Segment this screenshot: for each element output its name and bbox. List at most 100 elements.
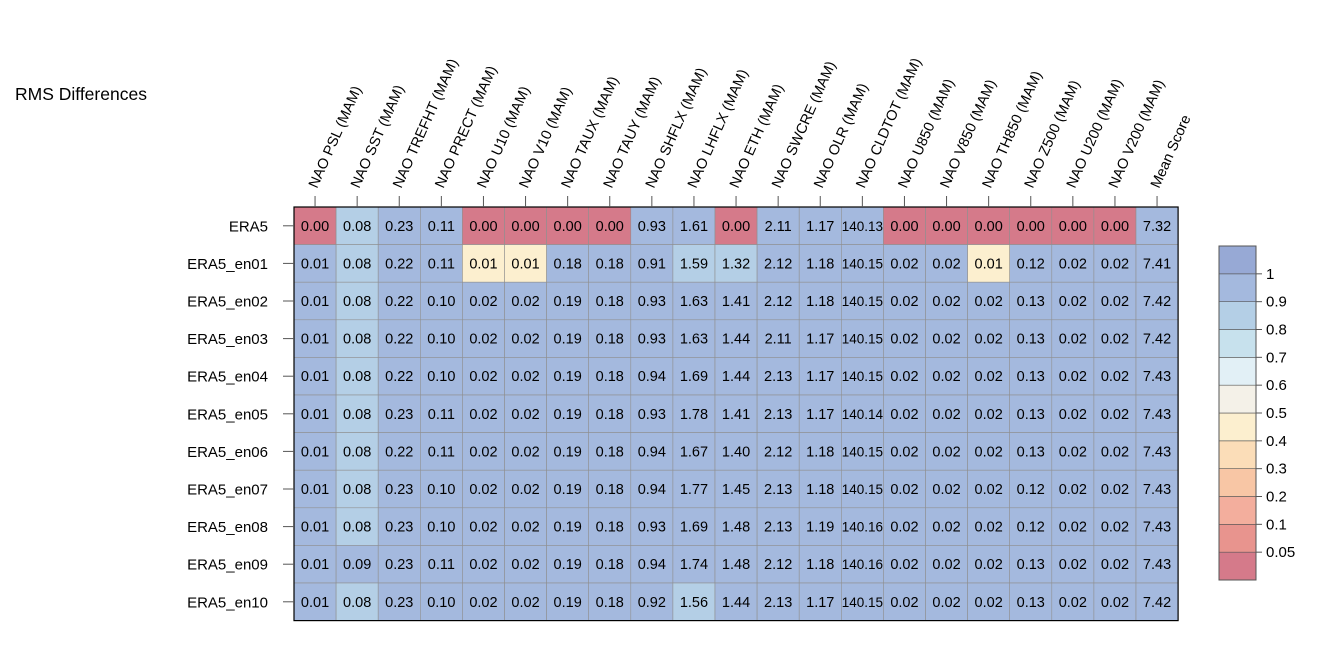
- cell-label: 0.02: [975, 520, 1003, 536]
- heatmap-cell: [630, 281, 674, 321]
- cell-label: 140.15: [842, 294, 883, 309]
- column-label: Mean Score: [1148, 113, 1194, 191]
- heatmap-cell: [419, 319, 463, 358]
- heatmap-cell: [335, 545, 379, 584]
- heatmap-cell: [588, 507, 632, 546]
- heatmap-cell: [546, 507, 589, 546]
- cell-label: 0.01: [301, 482, 329, 498]
- heatmap-cell: [714, 582, 758, 621]
- cell-label: 1.63: [680, 332, 708, 348]
- heatmap-cell: [756, 244, 800, 283]
- cell-label: 2.13: [764, 407, 792, 423]
- cell-label: 0.02: [1059, 482, 1087, 498]
- heatmap-cell: [756, 469, 800, 509]
- heatmap-cell: [1135, 469, 1179, 509]
- heatmap-cell: [840, 394, 884, 433]
- cell-label: 0.02: [1059, 332, 1087, 348]
- heatmap-cell: [1093, 394, 1137, 433]
- cell-label: 0.02: [890, 595, 918, 611]
- cell-label: 2.13: [764, 369, 792, 385]
- cell-label: 0.02: [932, 520, 960, 536]
- heatmap-cell: [377, 469, 421, 509]
- cell-label: 0.02: [932, 256, 960, 272]
- heatmap-cell: [840, 507, 884, 546]
- cell-label: 0.02: [469, 557, 497, 573]
- cell-label: 0.01: [469, 256, 497, 272]
- cell-label: 2.11: [765, 219, 792, 235]
- colorbar-label: 0.3: [1266, 461, 1287, 478]
- cell-label: 0.00: [932, 219, 960, 235]
- heatmap-cell: [1009, 206, 1053, 245]
- cell-label: 0.19: [554, 369, 582, 385]
- cell-label: 1.18: [806, 482, 834, 498]
- cell-label: 0.01: [301, 256, 329, 272]
- row-label: ERA5_en06: [187, 444, 268, 461]
- heatmap-cell: [588, 469, 632, 509]
- cell-label: 140.13: [842, 219, 883, 234]
- heatmap-cell: [419, 582, 463, 621]
- heatmap-cell: [293, 582, 337, 621]
- cell-label: 0.02: [511, 595, 539, 611]
- heatmap-cell: [714, 469, 758, 509]
- heatmap-cell: [672, 281, 716, 321]
- cell-label: 0.18: [596, 294, 624, 310]
- cell-label: 0.11: [428, 256, 455, 272]
- heatmap-cell: [798, 206, 842, 245]
- cell-label: 0.19: [554, 407, 582, 423]
- cell-label: 0.13: [1017, 557, 1045, 573]
- heatmap-cell: [377, 357, 421, 396]
- heatmap-cell: [883, 394, 926, 433]
- cell-label: 1.69: [680, 369, 708, 385]
- heatmap-cell: [630, 545, 674, 584]
- heatmap-cell: [925, 394, 968, 433]
- heatmap-cell: [335, 281, 379, 321]
- heatmap-cell: [798, 432, 842, 471]
- colorbar-label: 0.2: [1266, 489, 1287, 506]
- heatmap-cell: [588, 319, 632, 358]
- cell-label: 0.02: [975, 332, 1003, 348]
- heatmap-cell: [1009, 545, 1053, 584]
- cell-label: 1.18: [806, 294, 834, 310]
- cell-label: 7.43: [1143, 407, 1171, 423]
- cell-label: 7.43: [1143, 369, 1171, 385]
- cell-label: 1.74: [680, 557, 708, 573]
- colorbar-label: 0.9: [1266, 294, 1287, 311]
- row-label: ERA5_en10: [187, 594, 268, 611]
- cell-label: 0.02: [1101, 595, 1129, 611]
- cell-label: 0.02: [511, 444, 539, 460]
- cell-label: 0.02: [511, 482, 539, 498]
- cell-label: 0.01: [301, 332, 329, 348]
- heatmap-cell: [840, 319, 884, 358]
- cell-label: 7.43: [1143, 520, 1171, 536]
- heatmap-cell: [883, 469, 926, 509]
- cell-label: 7.41: [1143, 256, 1171, 272]
- heatmap-cell: [293, 319, 337, 358]
- cell-label: 0.94: [638, 369, 666, 385]
- cell-label: 0.00: [722, 219, 750, 235]
- heatmap-cell: [462, 545, 505, 584]
- cell-label: 140.15: [842, 256, 883, 271]
- row-label: ERA5_en03: [187, 331, 268, 348]
- cell-label: 1.45: [722, 482, 750, 498]
- heatmap-cell: [1135, 432, 1179, 471]
- colorbar-label: 0.4: [1266, 433, 1287, 450]
- cell-label: 0.02: [890, 332, 918, 348]
- cell-label: 0.02: [511, 294, 539, 310]
- heatmap-cell: [672, 244, 716, 283]
- heatmap-cell: [967, 281, 1010, 321]
- heatmap-cell: [504, 244, 547, 283]
- colorbar-swatch: [1218, 496, 1257, 525]
- colorbar-swatch: [1218, 357, 1257, 386]
- cell-label: 0.93: [638, 520, 666, 536]
- cell-label: 140.15: [842, 332, 883, 347]
- heatmap-cell: [588, 432, 632, 471]
- cell-label: 1.17: [806, 369, 834, 385]
- cell-label: 1.77: [680, 482, 708, 498]
- cell-label: 0.02: [511, 407, 539, 423]
- heatmap-cell: [462, 507, 505, 546]
- heatmap-cell: [588, 206, 632, 245]
- heatmap-cell: [1051, 319, 1095, 358]
- cell-label: 1.44: [722, 369, 750, 385]
- heatmap-cell: [1051, 357, 1095, 396]
- cell-label: 0.02: [511, 332, 539, 348]
